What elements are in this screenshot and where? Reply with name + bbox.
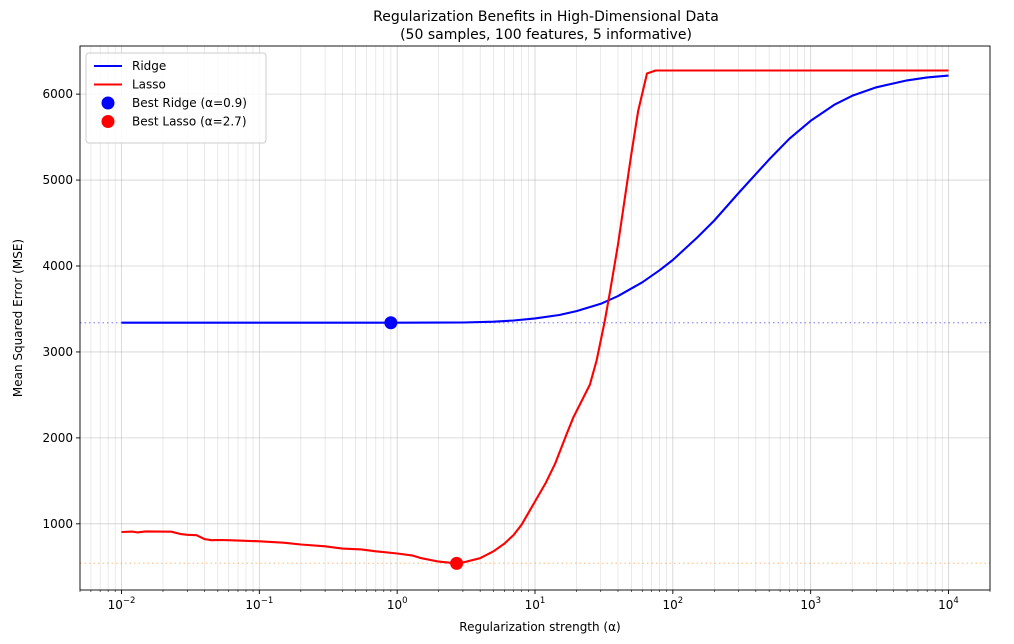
y-axis-label: Mean Squared Error (MSE) [11, 239, 25, 397]
best-point-marker [450, 556, 464, 570]
series-lines [121, 69, 949, 565]
x-tick-label: 101 [525, 596, 546, 612]
legend-label: Lasso [132, 78, 166, 92]
x-axis-label: Regularization strength (α) [459, 620, 620, 634]
legend: Ridge Lasso Best Ridge (α=0.9) Best Lasso (… [85, 52, 267, 144]
legend-box [85, 52, 267, 144]
series-line-lasso [121, 69, 949, 565]
best-point-marker [384, 316, 398, 330]
x-tick-label: 10−1 [245, 596, 273, 612]
x-axis-ticks: 10−2 10−1 100 101 102 103 104 [79, 590, 991, 612]
y-tick-label: 2000 [42, 431, 73, 445]
y-axis-ticks: 1000 2000 3000 4000 5000 6000 [42, 87, 80, 531]
chart-title: Regularization Benefits in High-Dimensio… [373, 9, 719, 25]
best-markers [384, 316, 464, 570]
legend-swatch-marker [101, 115, 115, 128]
y-tick-label: 3000 [42, 345, 73, 359]
y-tick-label: 6000 [42, 87, 73, 101]
x-tick-label: 100 [387, 596, 408, 612]
chart-subtitle: (50 samples, 100 features, 5 informative… [400, 27, 692, 43]
x-tick-label: 10−2 [108, 596, 136, 612]
legend-label: Best Lasso (α=2.7) [132, 115, 247, 129]
legend-label: Ridge [132, 59, 166, 73]
y-tick-label: 5000 [42, 173, 73, 187]
x-tick-label: 104 [938, 596, 959, 612]
x-tick-label: 103 [800, 596, 821, 612]
x-tick-label: 102 [662, 596, 683, 612]
y-tick-label: 1000 [42, 517, 73, 531]
series-line-ridge [121, 74, 949, 324]
y-tick-label: 4000 [42, 259, 73, 273]
legend-swatch-marker [101, 96, 115, 110]
reference-lines [80, 322, 990, 565]
legend-label: Best Ridge (α=0.9) [132, 96, 247, 110]
